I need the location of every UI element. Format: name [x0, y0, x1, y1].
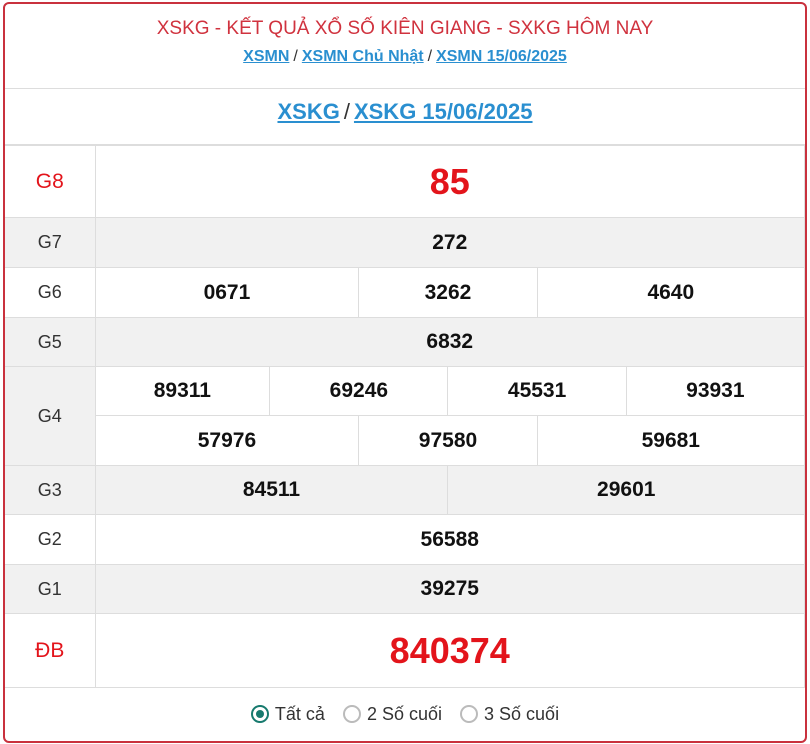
prize-label: G5: [5, 317, 96, 367]
row-db: ĐB 840374: [5, 613, 805, 688]
separator: /: [427, 48, 433, 65]
results-card: XSKG - KẾT QUẢ XỔ SỐ KIÊN GIANG - SXKG H…: [3, 2, 807, 743]
filter-label: 2 Số cuối: [366, 703, 443, 724]
separator: /: [343, 99, 350, 124]
prize-value: 56588: [94, 514, 805, 565]
filter-2-digits[interactable]: 2 Số cuối: [342, 703, 443, 725]
page-title: XSKG - KẾT QUẢ XỔ SỐ KIÊN GIANG - SXKG H…: [156, 18, 654, 39]
row-g2: G2 56588: [5, 514, 805, 565]
row-g4: G4 89311 69246 45531 93931: [5, 366, 805, 466]
radio-checked-icon[interactable]: [250, 705, 269, 723]
prize-label: G8: [5, 145, 96, 218]
separator: /: [293, 48, 298, 65]
prize-value: 84511: [94, 465, 449, 515]
prize-value: 57976: [94, 415, 360, 466]
radio-icon[interactable]: [460, 705, 479, 723]
prize-value: 0671: [94, 267, 360, 318]
row-g5: G5 6832: [5, 317, 805, 367]
sub-breadcrumb: XSKG / XSKG 15/06/2025: [5, 89, 805, 145]
link-xsmn-date[interactable]: XSMN 15/06/2025: [436, 48, 567, 65]
prize-value: 59681: [536, 415, 805, 466]
prize-label: G3: [5, 465, 96, 515]
prize-value: 69246: [269, 366, 449, 416]
prize-value: 39275: [94, 564, 805, 614]
breadcrumb: XSMN / XSMN Chủ Nhật / XSMN 15/06/2025: [5, 48, 805, 66]
prize-value: 840374: [94, 613, 805, 688]
prize-value: 29601: [447, 465, 805, 515]
link-xsmn-chu-nhat[interactable]: XSMN Chủ Nhật: [301, 48, 424, 65]
radio-icon[interactable]: [342, 705, 361, 723]
prize-value: 85: [94, 145, 805, 218]
row-g1: G1 39275: [5, 564, 805, 614]
row-g4b: 57976 97580 59681: [5, 415, 805, 466]
prize-value: 272: [94, 217, 805, 268]
link-xsmn[interactable]: XSMN: [243, 48, 290, 65]
results-table: G8 85 G7 272 G6 0671 3262 4640 G5 6832 G4 89311…: [5, 145, 805, 688]
row-g7: G7 272: [5, 217, 805, 268]
prize-label: G6: [5, 267, 96, 318]
link-xskg[interactable]: XSKG: [277, 99, 340, 124]
filter-label: Tất cả: [274, 703, 325, 724]
filter-3-digits[interactable]: 3 Số cuối: [460, 704, 559, 725]
row-g8: G8 85: [5, 145, 805, 218]
row-g6: G6 0671 3262 4640: [5, 267, 805, 318]
header: XSKG - KẾT QUẢ XỔ SỐ KIÊN GIANG - SXKG H…: [5, 4, 805, 89]
prize-label: ĐB: [5, 613, 96, 688]
prize-label: G7: [5, 217, 96, 268]
row-g3: G3 84511 29601: [5, 465, 805, 515]
prize-value: 45531: [447, 366, 627, 416]
prize-value: 6832: [94, 317, 805, 367]
filter-all[interactable]: Tất cả: [250, 703, 325, 725]
prize-value: 93931: [625, 366, 805, 416]
prize-label: G1: [5, 564, 96, 614]
digit-filter: Tất cả 2 Số cuối 3 Số cuối: [5, 688, 805, 741]
prize-value: 3262: [358, 267, 538, 318]
prize-label: G2: [5, 514, 96, 565]
prize-label: G4: [5, 366, 96, 466]
prize-value: 97580: [358, 415, 538, 466]
prize-value: 89311: [94, 366, 271, 416]
filter-label: 3 Số cuối: [484, 703, 560, 724]
link-xskg-date[interactable]: XSKG 15/06/2025: [353, 99, 533, 124]
prize-value: 4640: [536, 267, 805, 318]
